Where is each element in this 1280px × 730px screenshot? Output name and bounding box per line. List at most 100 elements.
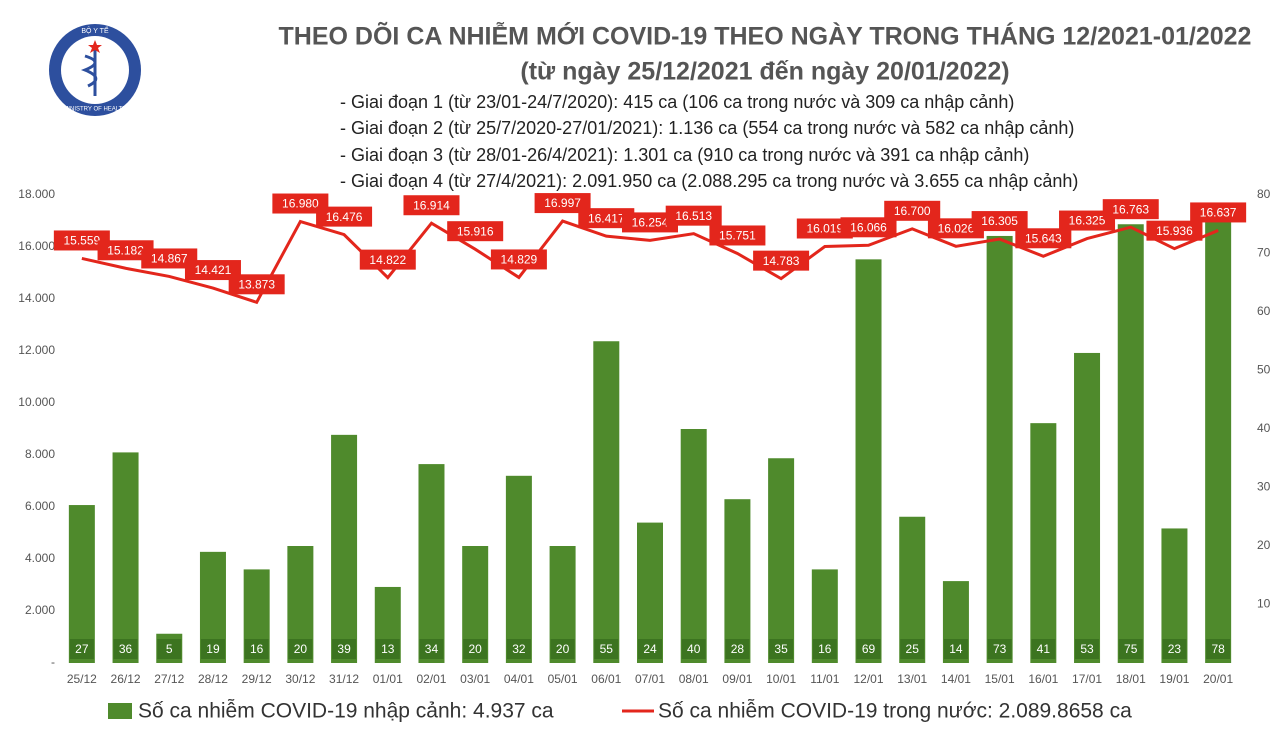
annotation: - Giai đoạn 3 (từ 28/01-26/4/2021): 1.30…: [340, 145, 1029, 165]
bar-label: 28: [731, 642, 745, 656]
value-label-box: [228, 274, 285, 295]
y-tick-label: 10.000: [18, 395, 55, 409]
bar-label: 41: [1037, 642, 1051, 656]
bar-label: 20: [294, 642, 308, 656]
bar: [986, 235, 1013, 663]
bar-label-box: [725, 639, 750, 659]
value-label: 16.254: [632, 216, 669, 230]
value-label-box: [184, 260, 241, 281]
logo: BỘ Y TẾ MINISTRY OF HEALTH: [49, 24, 141, 116]
y2-tick-label: 10: [1257, 597, 1271, 611]
value-label: 14.867: [151, 252, 188, 266]
bar-label-box: [1162, 639, 1187, 659]
y-tick-label: 12.000: [18, 343, 55, 357]
value-label-box: [753, 250, 810, 271]
bar-label-box: [113, 639, 138, 659]
x-tick-label: 09/01: [722, 672, 752, 686]
value-label-box: [796, 218, 853, 239]
bar-label-box: [1118, 639, 1143, 659]
chart-title: THEO DÕI CA NHIỄM MỚI COVID-19 THEO NGÀY…: [279, 21, 1252, 51]
bar-label: 36: [119, 642, 133, 656]
bar-label-box: [1075, 639, 1100, 659]
value-label: 14.783: [763, 254, 800, 268]
value-label-box: [578, 208, 635, 229]
bar-label: 55: [600, 642, 614, 656]
value-label-box: [1102, 199, 1159, 220]
value-label-box: [1059, 210, 1116, 231]
bar-label-box: [594, 639, 619, 659]
value-label-box: [1015, 228, 1072, 249]
bar-label-box: [900, 639, 925, 659]
y2-tick-label: 70: [1257, 246, 1271, 260]
x-tick-label: 06/01: [591, 672, 621, 686]
legend-label: Số ca nhiễm COVID-19 nhập cảnh: 4.937 ca: [138, 700, 554, 723]
bar-label-box: [856, 639, 881, 659]
x-tick-label: 26/12: [111, 672, 141, 686]
bar: [768, 458, 795, 663]
value-label: 16.026: [938, 221, 975, 235]
x-tick-label: 12/01: [854, 672, 884, 686]
x-tick-label: 20/01: [1203, 672, 1233, 686]
bar-label: 23: [1168, 642, 1182, 656]
value-label-box: [971, 211, 1028, 232]
value-label: 16.305: [981, 214, 1018, 228]
value-label: 14.421: [195, 263, 232, 277]
bar-label-box: [681, 639, 706, 659]
y2-tick-label: 20: [1257, 538, 1271, 552]
bar-label-box: [332, 639, 357, 659]
bar: [505, 475, 532, 663]
bar-label-box: [1031, 639, 1056, 659]
bar: [680, 429, 707, 663]
y-tick-label: 8.000: [25, 447, 55, 461]
legend-label: Số ca nhiễm COVID-19 trong nước: 2.089.8…: [658, 700, 1132, 723]
y2-tick-label: 80: [1257, 187, 1271, 201]
x-tick-label: 10/01: [766, 672, 796, 686]
bar-label: 34: [425, 642, 439, 656]
value-label-box: [622, 212, 678, 233]
bar-label-box: [987, 639, 1012, 659]
bar-label-box: [244, 639, 269, 659]
bar-label-box: [769, 639, 794, 659]
y2-tick-label: 30: [1257, 480, 1271, 494]
bar-label: 32: [512, 642, 526, 656]
x-tick-label: 28/12: [198, 672, 228, 686]
bar-label: 69: [862, 642, 876, 656]
bar-label-box: [550, 639, 575, 659]
value-label: 16.763: [1112, 202, 1149, 216]
x-tick-label: 11/01: [810, 672, 839, 686]
x-tick-label: 17/01: [1072, 672, 1102, 686]
value-label: 16.417: [588, 211, 625, 225]
value-label: 13.873: [238, 277, 275, 291]
bar: [418, 464, 445, 663]
value-label-box: [665, 205, 722, 226]
chart-subtitle: (từ ngày 25/12/2021 đến ngày 20/01/2022): [520, 58, 1009, 86]
bar-label: 14: [949, 642, 963, 656]
bar-label-box: [69, 639, 94, 659]
bar-label-box: [463, 639, 488, 659]
x-tick-label: 31/12: [329, 672, 359, 686]
y-tick-label: 18.000: [18, 187, 55, 201]
value-label: 15.936: [1156, 224, 1193, 238]
bar-label-box: [288, 639, 313, 659]
logo-star: [88, 40, 102, 53]
value-label: 16.914: [413, 198, 450, 212]
value-label: 14.829: [501, 253, 538, 267]
bar-label-box: [1206, 639, 1231, 659]
y2-tick-label: 40: [1257, 421, 1271, 435]
value-label-box: [272, 193, 329, 214]
bar-label: 75: [1124, 642, 1138, 656]
value-label-box: [709, 225, 766, 246]
bar-label-box: [812, 639, 837, 659]
bar-label-box: [375, 639, 400, 659]
bar-label-box: [157, 639, 182, 659]
x-tick-label: 29/12: [242, 672, 272, 686]
value-label: 15.751: [719, 229, 756, 243]
y-tick-label: 14.000: [18, 291, 55, 305]
x-tick-label: 04/01: [504, 672, 534, 686]
x-tick-label: 07/01: [635, 672, 665, 686]
bar-label-box: [506, 639, 531, 659]
x-tick-label: 14/01: [941, 672, 971, 686]
value-label-box: [403, 195, 460, 216]
